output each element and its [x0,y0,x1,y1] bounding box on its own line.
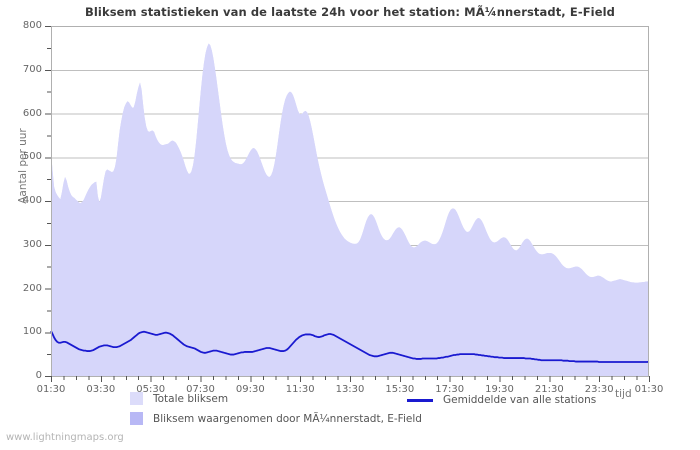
x-tick-label: 03:30 [86,384,116,395]
legend-label-station-lightning: Bliksem waargenomen door MÃ¼nnerstadt, E… [153,412,422,425]
x-tick-label: 11:30 [285,384,315,395]
y-tick-label: 500 [22,151,42,163]
x-tick-label: 07:30 [186,384,215,395]
y-tick-label: 200 [22,282,42,294]
legend-item-total-lightning[interactable]: Totale bliksem [130,392,228,405]
x-tick-label: 23:30 [584,384,614,395]
watermark: www.lightningmaps.org [6,432,124,443]
x-tick-label: 15:30 [385,384,415,395]
x-tick-label: 01:30 [634,384,664,395]
x-tick-label: 17:30 [435,384,465,395]
y-tick-label: 0 [35,370,42,381]
x-axis-label: tijd [615,388,632,400]
legend-label-total-lightning: Totale bliksem [153,392,229,405]
y-tick-label: 400 [22,195,42,206]
y-tick-label: 100 [22,326,42,338]
y-tick-label: 700 [22,63,42,75]
legend-line-blue-icon [407,398,433,402]
y-tick-label: 600 [22,107,42,119]
chart-title: Bliksem statistieken van de laatste 24h … [85,5,615,19]
y-tick-label: 300 [22,238,42,250]
x-tick-label: 21:30 [534,384,564,395]
x-tick-label: 09:30 [235,384,265,395]
legend-item-station-lightning[interactable]: Bliksem waargenomen door MÃ¼nnerstadt, E… [130,412,422,425]
x-tick-label: 05:30 [136,384,166,395]
x-tick-label: 19:30 [485,384,514,395]
x-tick-label: 01:30 [36,384,66,395]
legend-item-average-all-stations[interactable]: Gemiddelde van alle stations [407,394,596,406]
legend-label-average-all-stations: Gemiddelde van alle stations [443,394,597,406]
legend-swatch-dark-icon [130,412,143,425]
legend-swatch-light-icon [130,392,143,405]
x-tick-label: 13:30 [335,384,365,395]
y-tick-label: 800 [22,20,42,31]
